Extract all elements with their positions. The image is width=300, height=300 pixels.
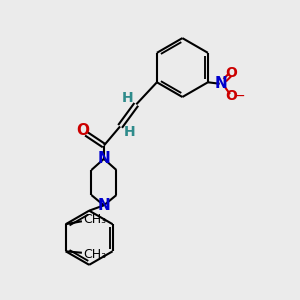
Text: CH₃: CH₃	[83, 213, 106, 226]
Text: N: N	[98, 198, 110, 213]
Text: O: O	[226, 88, 237, 103]
Text: O: O	[226, 66, 237, 80]
Text: N: N	[215, 76, 227, 91]
Text: O: O	[76, 123, 89, 138]
Text: −: −	[234, 88, 245, 103]
Text: CH₃: CH₃	[83, 248, 106, 261]
Text: H: H	[122, 91, 134, 105]
Text: N: N	[98, 151, 110, 166]
Text: H: H	[124, 125, 135, 139]
